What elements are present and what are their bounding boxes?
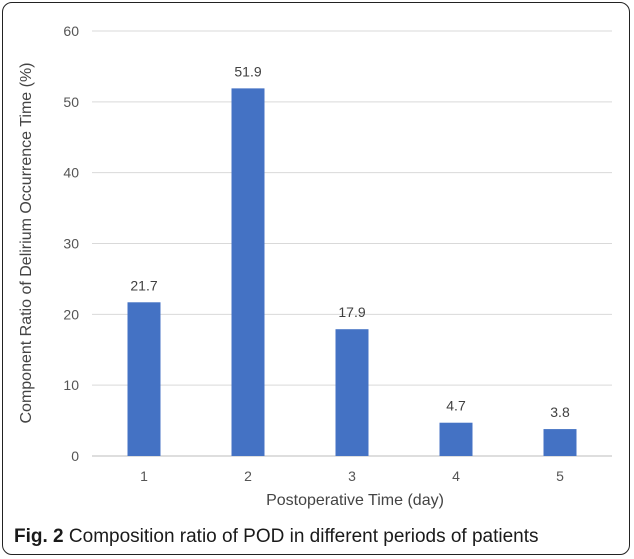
x-tick-label: 5 bbox=[556, 468, 564, 484]
y-tick-label: 20 bbox=[63, 306, 79, 322]
y-tick-label: 60 bbox=[63, 23, 79, 39]
bar bbox=[231, 88, 265, 456]
data-label: 17.9 bbox=[338, 304, 365, 320]
bar bbox=[335, 329, 369, 456]
caption-label: Fig. 2 bbox=[14, 526, 64, 547]
data-labels: 21.7 51.9 17.9 4.7 3.8 bbox=[130, 63, 570, 420]
x-tick-label: 3 bbox=[348, 468, 356, 484]
bars bbox=[127, 88, 577, 456]
x-axis-label: Postoperative Time (day) bbox=[266, 492, 444, 509]
x-tick-label: 4 bbox=[452, 468, 460, 484]
x-tick-label: 1 bbox=[140, 468, 148, 484]
gridlines bbox=[92, 30, 612, 457]
data-label: 21.7 bbox=[130, 277, 157, 293]
y-tick-label: 40 bbox=[63, 165, 79, 181]
x-tick-label: 2 bbox=[244, 468, 252, 484]
data-label: 51.9 bbox=[234, 63, 261, 79]
bar bbox=[439, 422, 473, 456]
figure-caption: Fig. 2 Composition ratio of POD in diffe… bbox=[14, 526, 539, 548]
bar bbox=[127, 302, 161, 456]
bar bbox=[543, 429, 577, 456]
y-tick-label: 10 bbox=[63, 377, 79, 393]
y-axis-label: Component Ratio of Delirium Occurrence T… bbox=[18, 62, 35, 423]
data-label: 3.8 bbox=[550, 404, 570, 420]
x-tick-labels: 1 2 3 4 5 bbox=[140, 468, 564, 484]
caption-text: Composition ratio of POD in different pe… bbox=[68, 526, 539, 547]
data-label: 4.7 bbox=[446, 398, 466, 414]
bar-chart: 0 10 20 30 40 50 60 21.7 51.9 17.9 4.7 3.8 1 2 3 4 5 P… bbox=[18, 23, 612, 509]
y-tick-label: 30 bbox=[63, 236, 79, 252]
figure-frame bbox=[2, 2, 630, 555]
y-tick-label: 0 bbox=[71, 448, 79, 464]
y-tick-label: 50 bbox=[63, 94, 79, 110]
y-tick-labels: 0 10 20 30 40 50 60 bbox=[63, 23, 79, 464]
